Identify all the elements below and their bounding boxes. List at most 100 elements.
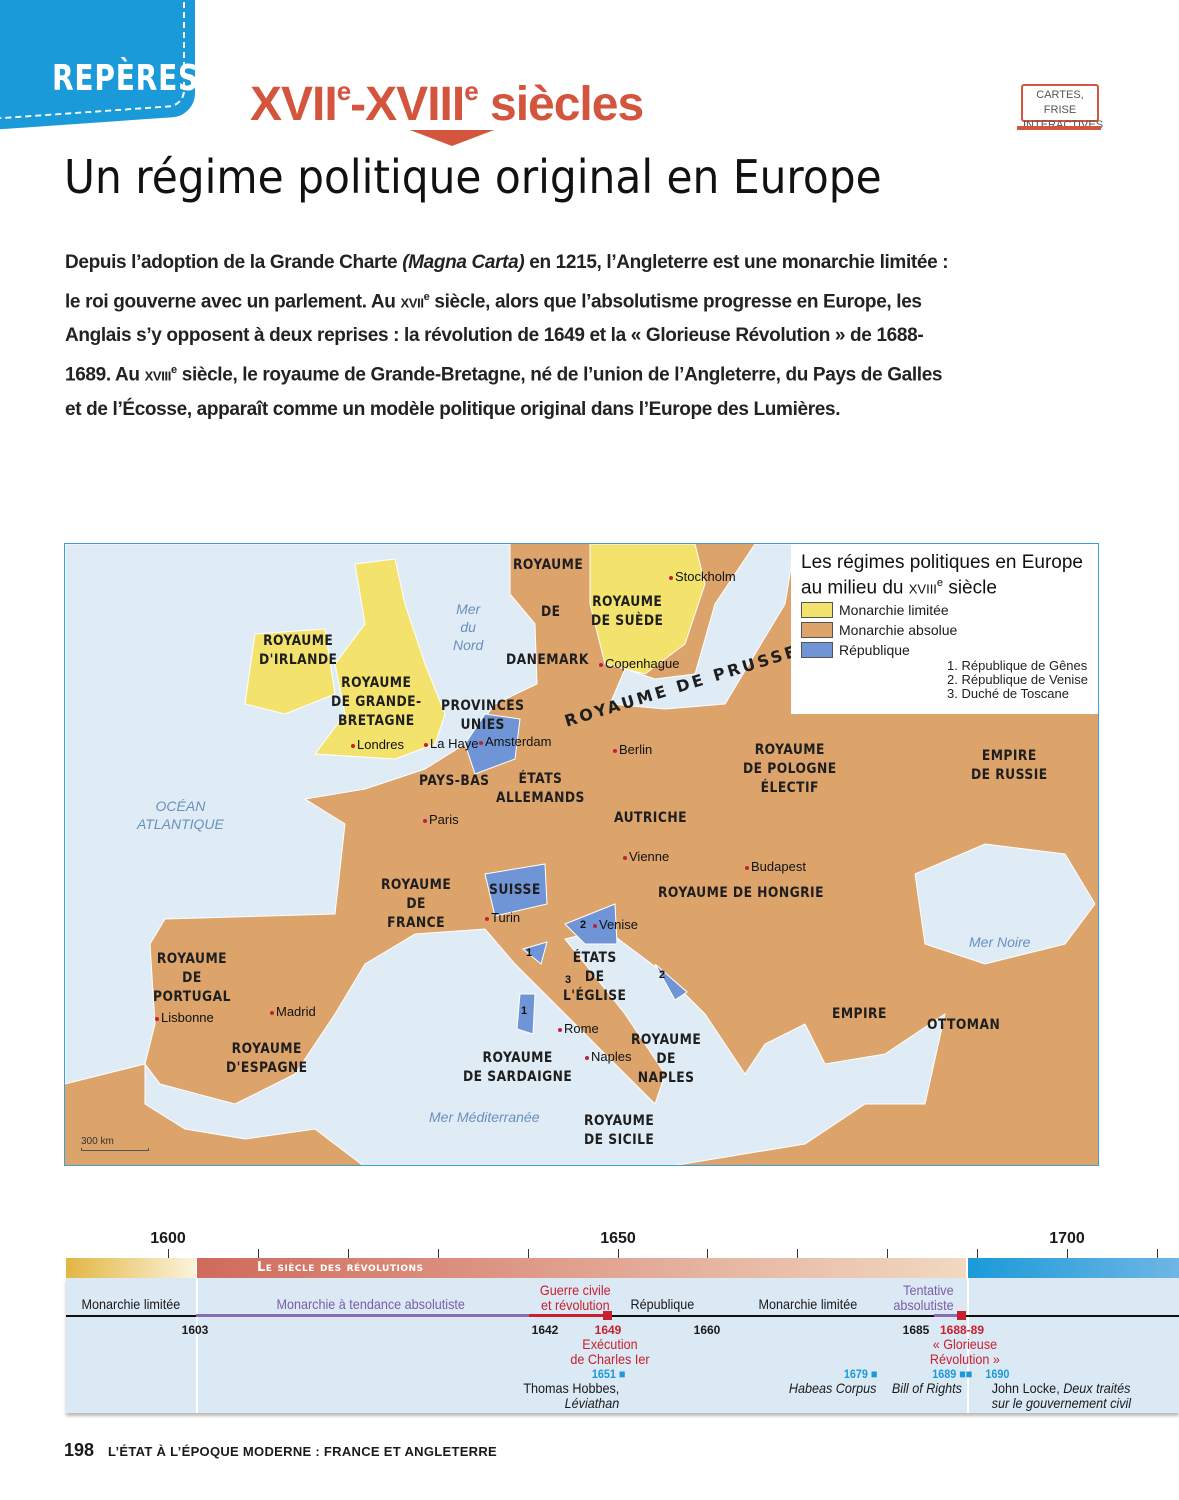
legend-item: Monarchie limitée [801, 602, 1088, 619]
period-title: Le siècle des révolutions [257, 1260, 424, 1275]
down-arrow-icon [410, 130, 494, 146]
map-number: 1 [521, 1005, 528, 1017]
map-label: ÉTATS DE L'ÉGLISE [563, 950, 627, 1004]
timeline-tick [1156, 1249, 1158, 1258]
date-label: 1642 [531, 1323, 559, 1337]
divider [196, 1278, 198, 1413]
doc-text: Thomas Hobbes, Léviathan [523, 1380, 620, 1411]
chapter-title: L’ÉTAT À L’ÉPOQUE MODERNE : FRANCE ET AN… [108, 1444, 498, 1459]
divider [967, 1278, 969, 1413]
great-britain-shape [314, 558, 446, 760]
map-label: ROYAUME DE SARDAIGNE [463, 1050, 573, 1085]
map-label: EMPIRE DE RUSSIE [971, 748, 1048, 783]
timeline: 1600 1650 1700 Le siècle des révolutions… [0, 1225, 1179, 1425]
period-bar-before [66, 1258, 196, 1278]
interactive-maps-badge[interactable]: CARTES, FRISE INTERACTIVES [1021, 84, 1103, 131]
legend-title: Les régimes politiques en Europe au milie… [801, 552, 1084, 599]
map-label: ROYAUME DE NAPLES [631, 1032, 702, 1086]
map-label: SUISSE [489, 882, 541, 898]
genoa-shape [521, 941, 548, 965]
doc-date: 1690 [985, 1367, 1010, 1381]
period-label: Monarchie limitée [81, 1296, 181, 1312]
map-label: DE [541, 604, 561, 620]
map-label: ROYAUME DE SUÈDE [591, 594, 664, 629]
event-text: « Glorieuse Révolution » [929, 1336, 1000, 1367]
map-label: ROYAUME D'ESPAGNE [226, 1041, 308, 1076]
period-label: Guerre civile et révolution [539, 1282, 611, 1313]
timeline-tick [347, 1249, 349, 1258]
section-label: REPÈRES [52, 58, 200, 99]
legend-notes: 1. République de Gênes 2. République de V… [947, 658, 1088, 701]
date-label: 1603 [181, 1323, 209, 1337]
city-label: Paris [423, 812, 459, 827]
city-label: Budapest [745, 859, 806, 874]
map-shapes [65, 544, 1098, 1165]
timeline-tick [527, 1249, 529, 1258]
city-label: Copenhague [599, 656, 679, 671]
dalmatia-shape [654, 963, 688, 1001]
map-label: PAYS-BAS [419, 773, 490, 789]
absolutist-segment [196, 1314, 529, 1317]
timeline-tick [257, 1249, 259, 1258]
map-label: ROYAUME DE GRANDE- BRETAGNE [331, 675, 422, 729]
legend-swatch [801, 642, 833, 659]
map-label: ÉTATS ALLEMANDS [496, 771, 585, 806]
sea-label: Mer Méditerranée [429, 1109, 540, 1125]
city-label: Turin [485, 910, 520, 925]
civil-war-segment [529, 1314, 608, 1317]
city-label: Londres [351, 737, 404, 752]
map-label: ROYAUME DE SICILE [584, 1113, 655, 1148]
event-text: Exécution de Charles Ier [570, 1336, 650, 1367]
map-label: ROYAUME [513, 557, 584, 573]
map-number: 3 [565, 974, 572, 986]
venice-shape [564, 903, 618, 945]
doc-text: Habeas Corpus [788, 1380, 877, 1396]
doc-text: John Locke, Deux traités sur le gouverne… [991, 1380, 1132, 1411]
period-label: République [630, 1296, 695, 1312]
map-label: ROYAUME DE HONGRIE [658, 885, 824, 901]
map-number: 2 [580, 919, 587, 931]
period-bar-after [968, 1258, 1179, 1278]
timeline-tick [1067, 1249, 1068, 1258]
map-label: OTTOMAN [927, 1017, 1001, 1033]
map-label: ROYAUME DE PORTUGAL [153, 951, 231, 1005]
badge-line: CARTES, FRISE [1036, 89, 1084, 116]
period-label: Tentative absolutiste [893, 1282, 954, 1313]
year-label: 1700 [1049, 1230, 1085, 1247]
legend-item: Monarchie absolue [801, 622, 1088, 639]
legend-item: République [801, 642, 1088, 659]
date-label: 1649 [594, 1323, 622, 1337]
scale-bar: 300 km [81, 1136, 149, 1151]
timeline-axis [66, 1315, 1179, 1317]
doc-date: 1651 ■ [591, 1367, 626, 1381]
legend-swatch [801, 602, 833, 619]
city-label: Rome [558, 1021, 599, 1036]
century-heading: XVIIe-XVIIIe siècles [250, 76, 644, 131]
period-bar-revolutions: Le siècle des révolutions [197, 1258, 966, 1278]
map-label: DANEMARK [506, 652, 589, 668]
timeline-tick [977, 1249, 979, 1258]
doc-date: 1689 ■■ [932, 1367, 973, 1381]
year-label: 1600 [150, 1230, 186, 1247]
map-label: AUTRICHE [614, 810, 687, 826]
switzerland-shape [484, 863, 548, 917]
map-legend: Les régimes politiques en Europe au milie… [791, 544, 1098, 714]
city-label: Berlin [613, 742, 652, 757]
ireland-shape [244, 628, 336, 715]
map-label: ROYAUME DE FRANCE [381, 877, 452, 931]
date-label: 1660 [693, 1323, 721, 1337]
doc-date: 1679 ■ [843, 1367, 878, 1381]
period-label: Monarchie à tendance absolutiste [276, 1296, 465, 1312]
city-label: Naples [585, 1049, 631, 1064]
corsica-shape [516, 993, 536, 1035]
timeline-tick [437, 1249, 439, 1258]
map-number: 1 [526, 947, 533, 959]
intro-paragraph: Depuis l’adoption de la Grande Charte (M… [65, 252, 949, 420]
map-number: 2 [659, 969, 666, 981]
city-label: Venise [593, 917, 638, 932]
year-label: 1650 [600, 1230, 636, 1247]
date-label: 1685 [902, 1323, 930, 1337]
event-marker [957, 1311, 966, 1320]
timeline-tick [797, 1249, 799, 1258]
badge-underline [1017, 126, 1101, 130]
